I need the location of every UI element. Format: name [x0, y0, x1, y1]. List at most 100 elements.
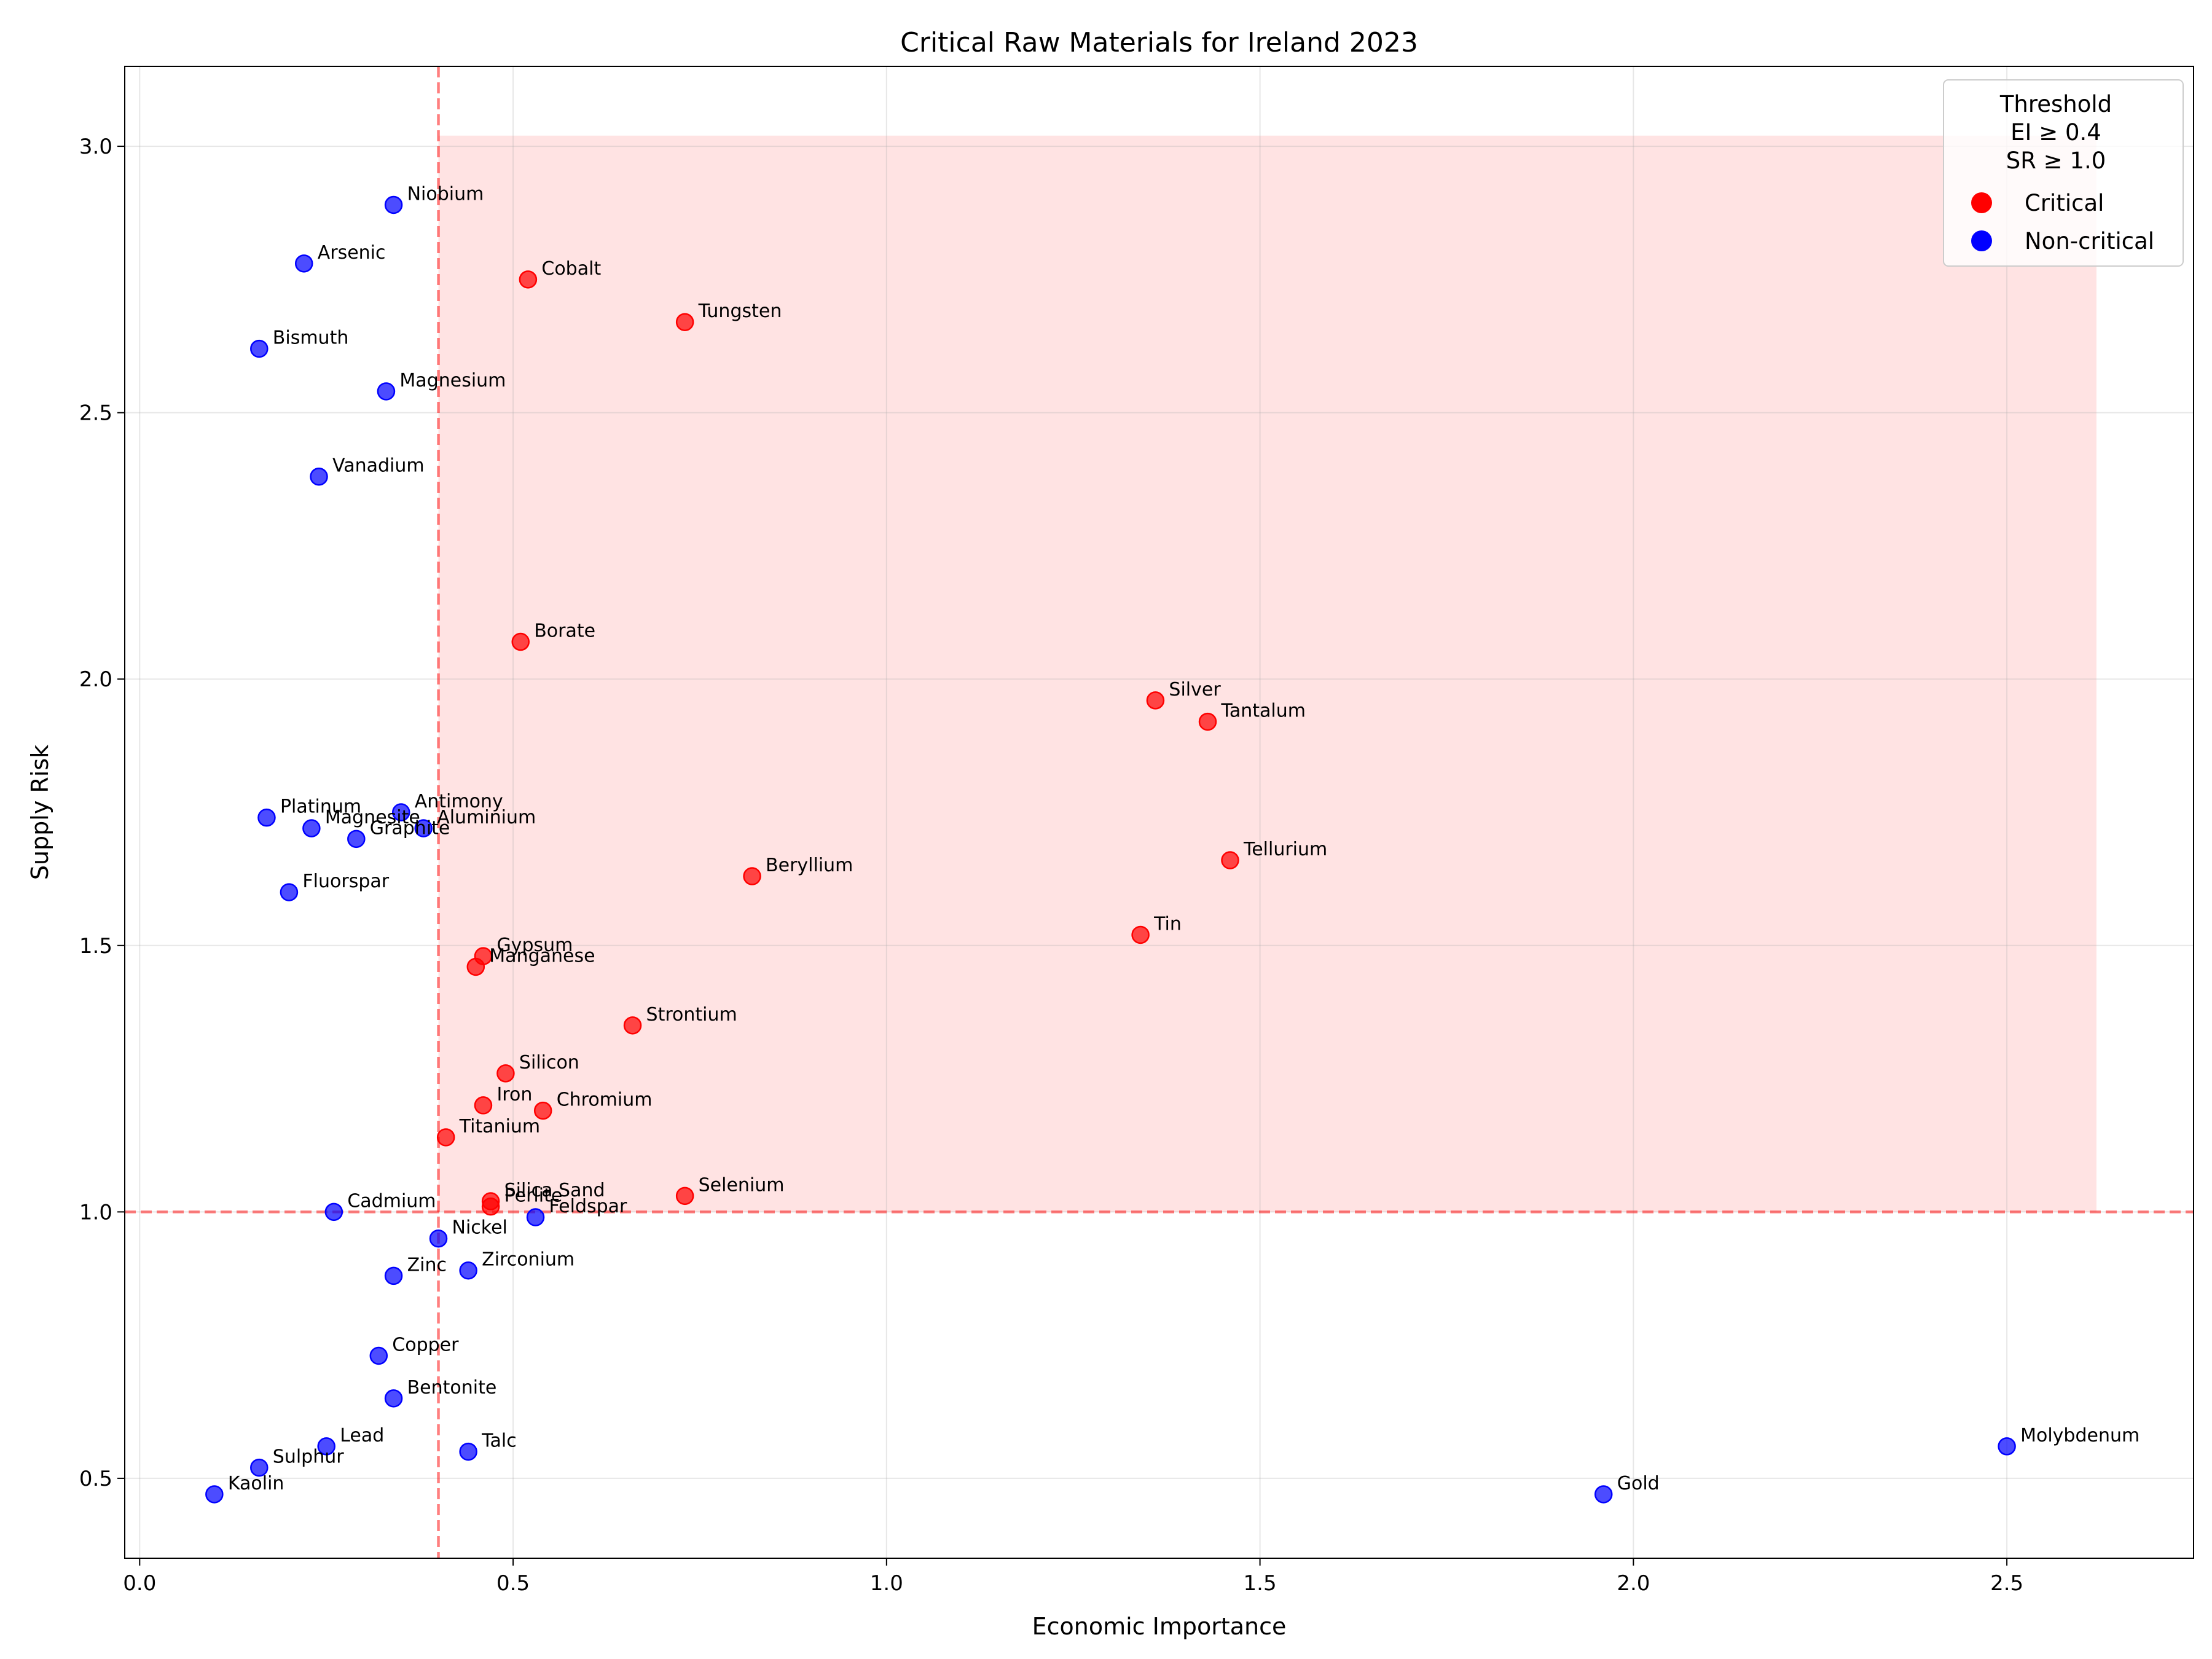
- threshold-layer: [125, 66, 2194, 1558]
- point-perlite: [481, 1197, 500, 1216]
- point-label-silver: Silver: [1169, 679, 1221, 700]
- y-tick-label: 1.5: [79, 934, 112, 959]
- point-vanadium: [310, 467, 328, 486]
- y-axis-label: Supply Risk: [26, 745, 53, 880]
- ticks-layer: 0.0 0.5 1.0 1.5 2.0 2.5 0.5 1.0 1.5 2.0 2.5 3.0: [79, 135, 2023, 1596]
- point-fluorspar: [280, 883, 299, 901]
- point-selenium: [675, 1186, 694, 1206]
- legend-label-critical: Critical: [2025, 190, 2104, 216]
- y-tick-label: 2.5: [79, 401, 112, 426]
- y-tick-label: 3.0: [79, 135, 112, 159]
- point-label-tantalum: Tantalum: [1221, 700, 1306, 722]
- point-arsenic: [294, 254, 313, 273]
- point-label-copper: Copper: [392, 1334, 459, 1355]
- x-tick-label: 0.0: [123, 1571, 156, 1596]
- point-labels-layer: Niobium Arsenic Cobalt Tungsten Bismuth Magne…: [228, 183, 2139, 1494]
- point-label-talc: Talc: [481, 1430, 517, 1452]
- point-label-lead: Lead: [340, 1425, 384, 1446]
- x-tick-label: 1.0: [870, 1571, 903, 1596]
- point-label-manganese: Manganese: [489, 945, 595, 967]
- point-lead: [317, 1437, 335, 1456]
- x-tick-label: 1.5: [1244, 1571, 1277, 1596]
- chart-title: Critical Raw Materials for Ireland 2023: [900, 27, 1418, 58]
- point-label-nickel: Nickel: [452, 1217, 508, 1239]
- legend-title-threshold: Threshold: [1999, 91, 2112, 117]
- x-tick-label: 2.5: [1990, 1571, 2023, 1596]
- point-label-kaolin: Kaolin: [228, 1473, 284, 1494]
- point-label-arsenic: Arsenic: [318, 242, 386, 264]
- point-aluminium: [414, 819, 433, 837]
- point-bismuth: [250, 339, 269, 358]
- point-label-molybdenum: Molybdenum: [2020, 1425, 2139, 1446]
- point-label-feldspar: Feldspar: [549, 1196, 628, 1217]
- point-platinum: [257, 808, 276, 827]
- point-zinc: [384, 1266, 403, 1285]
- point-niobium: [384, 195, 403, 214]
- point-label-aluminium: Aluminium: [437, 807, 536, 828]
- point-nickel: [429, 1229, 448, 1248]
- point-label-titanium: Titanium: [459, 1116, 540, 1137]
- point-label-fluorspar: Fluorspar: [302, 871, 389, 892]
- point-cobalt: [519, 270, 538, 289]
- point-beryllium: [743, 867, 761, 885]
- point-label-zinc: Zinc: [407, 1254, 447, 1276]
- point-label-iron: Iron: [496, 1084, 532, 1105]
- point-manganese: [466, 957, 485, 976]
- point-talc: [459, 1442, 477, 1461]
- point-silver: [1146, 691, 1165, 710]
- point-bentonite: [384, 1389, 403, 1408]
- legend-marker-non-critical: [1971, 230, 1992, 251]
- point-chromium: [533, 1101, 552, 1120]
- point-label-niobium: Niobium: [407, 183, 484, 205]
- point-zirconium: [459, 1261, 477, 1280]
- point-label-beryllium: Beryllium: [766, 855, 853, 876]
- point-label-silicon: Silicon: [519, 1052, 579, 1073]
- point-label-cobalt: Cobalt: [541, 258, 601, 280]
- point-silicon: [496, 1064, 515, 1083]
- point-label-chromium: Chromium: [557, 1089, 653, 1111]
- point-label-vanadium: Vanadium: [332, 455, 425, 477]
- critical-region-layer: [438, 135, 2096, 1212]
- point-strontium: [623, 1016, 642, 1035]
- point-gold: [1594, 1485, 1613, 1504]
- point-tungsten: [675, 313, 694, 331]
- point-label-antimony: Antimony: [415, 791, 503, 812]
- point-magnesite: [302, 819, 321, 837]
- point-label-cadmium: Cadmium: [347, 1190, 436, 1212]
- y-tick-label: 1.0: [79, 1200, 112, 1225]
- point-tantalum: [1198, 712, 1217, 731]
- point-label-magnesium: Magnesium: [399, 370, 506, 391]
- point-copper: [369, 1346, 388, 1365]
- point-label-graphite: Graphite: [370, 817, 450, 839]
- axes-frame: [124, 66, 2194, 1559]
- legend-title-ei: EI ≥ 0.4: [2010, 119, 2101, 146]
- point-borate: [511, 632, 530, 651]
- point-graphite: [347, 830, 366, 849]
- point-label-gypsum: Gypsum: [496, 935, 573, 956]
- point-kaolin: [205, 1485, 224, 1504]
- point-tellurium: [1221, 851, 1239, 869]
- point-label-tungsten: Tungsten: [698, 300, 782, 322]
- legend: Threshold EI ≥ 0.4 SR ≥ 1.0 Critical Non…: [1943, 79, 2184, 267]
- x-tick-label: 2.0: [1617, 1571, 1650, 1596]
- y-tick-label: 2.0: [79, 667, 112, 692]
- point-sulphur: [250, 1458, 269, 1477]
- point-molybdenum: [1998, 1437, 2016, 1456]
- point-label-tin: Tin: [1153, 913, 1182, 935]
- point-iron: [474, 1096, 493, 1115]
- point-label-borate: Borate: [534, 621, 595, 642]
- point-titanium: [436, 1128, 455, 1147]
- point-label-bismuth: Bismuth: [273, 327, 349, 349]
- point-antimony: [391, 803, 410, 822]
- legend-title-sr: SR ≥ 1.0: [2006, 147, 2106, 174]
- point-label-magnesite: Magnesite: [325, 807, 420, 828]
- legend-label-non-critical: Non-critical: [2025, 228, 2154, 254]
- x-tick-label: 0.5: [496, 1571, 530, 1596]
- point-label-platinum: Platinum: [280, 796, 361, 818]
- point-label-silica-sand: Silica Sand: [504, 1180, 605, 1201]
- point-label-zirconium: Zirconium: [482, 1249, 575, 1271]
- point-feldspar: [526, 1208, 545, 1226]
- critical-region: [438, 135, 2096, 1212]
- point-label-sulphur: Sulphur: [273, 1446, 344, 1468]
